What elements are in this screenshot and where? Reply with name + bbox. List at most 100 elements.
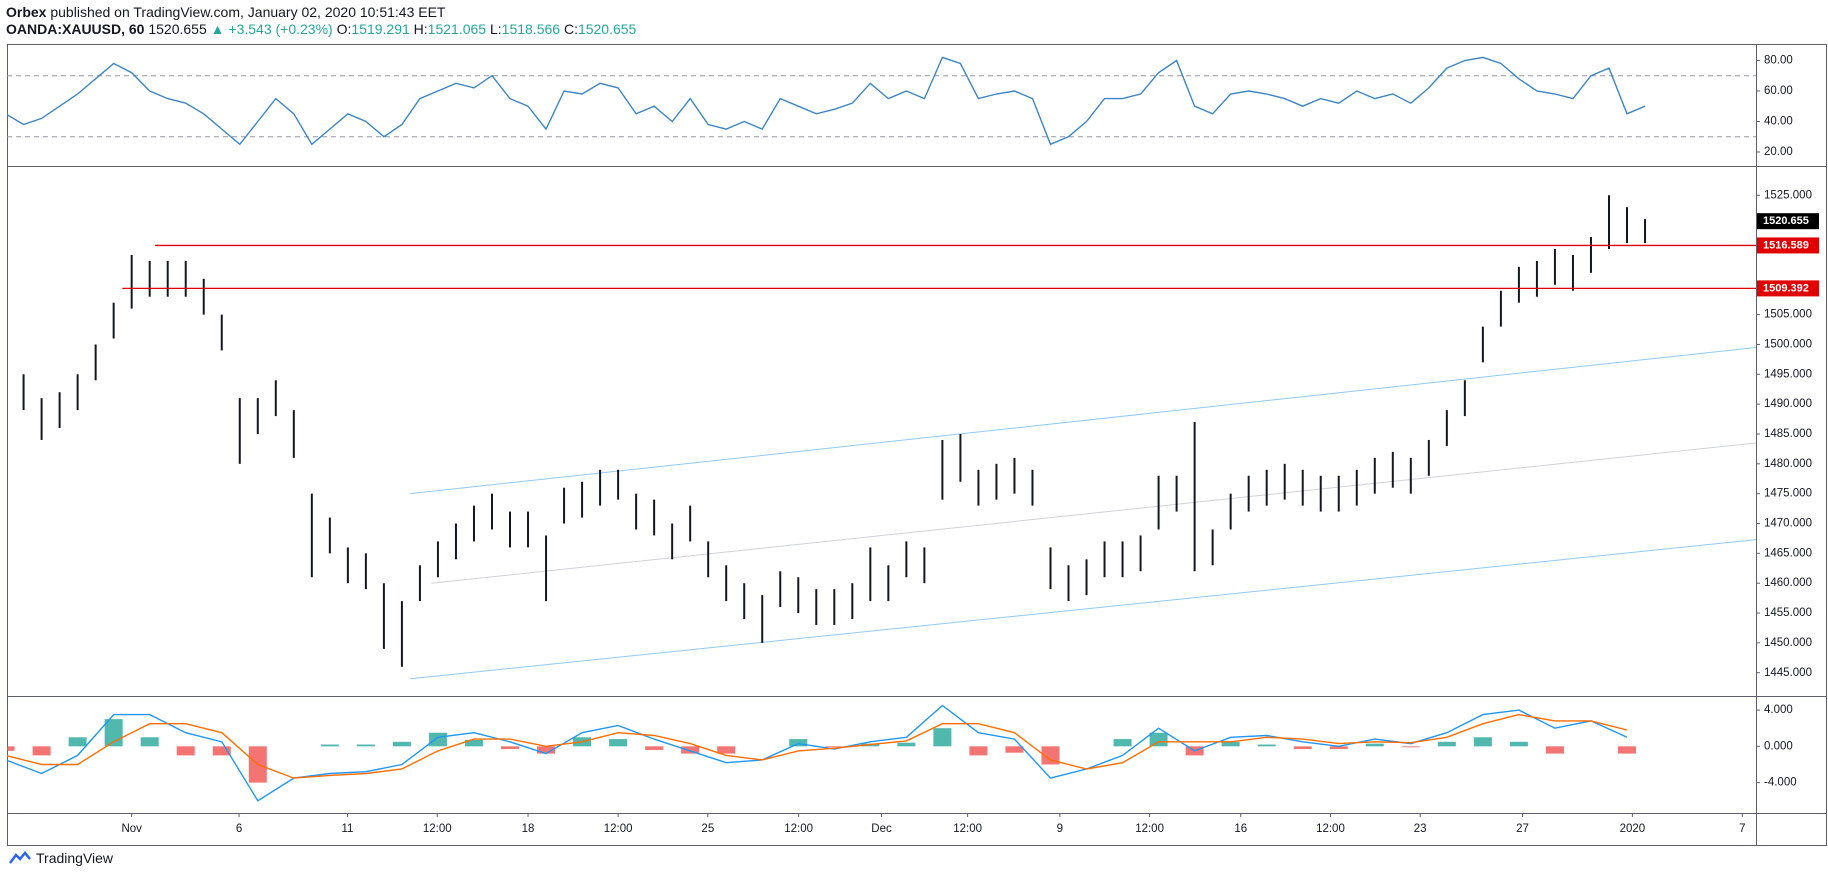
histogram-bar <box>428 732 447 747</box>
histogram-bar <box>176 746 195 756</box>
trend-line <box>410 539 1756 680</box>
published: published on TradingView.com, January 02… <box>50 4 446 20</box>
y-tick-label: -4.000 <box>1764 777 1797 789</box>
x-tick-label: 25 <box>701 823 714 835</box>
y-tick-label: 4.000 <box>1764 704 1793 716</box>
ohlc-c: C:1520.655 <box>564 21 636 37</box>
y-tick-label: 1505.000 <box>1764 309 1812 321</box>
y-tick-label: 1460.000 <box>1764 577 1812 589</box>
histogram-bar <box>1365 743 1384 747</box>
ohlc-value: 1521.065 <box>427 21 487 37</box>
logo-mark <box>9 851 31 864</box>
x-tick-label: 7 <box>1739 823 1745 835</box>
histogram-bar <box>1401 746 1420 748</box>
x-tick-label: 12:00 <box>1316 823 1345 835</box>
last-price-label: 1520.655 <box>1763 215 1809 227</box>
x-tick-label: 6 <box>236 823 242 835</box>
symbol: OANDA:XAUUSD, 60 <box>6 21 145 37</box>
y-tick-label: 1445.000 <box>1764 667 1812 679</box>
series-line <box>7 713 1628 779</box>
y-tick-label: 1450.000 <box>1764 637 1812 649</box>
x-tick-label: Dec <box>871 823 892 835</box>
pane-plot <box>7 704 1637 802</box>
publisher: Orbex <box>6 4 47 20</box>
y-tick-label: 1495.000 <box>1764 368 1812 380</box>
histogram-bar <box>1437 741 1456 747</box>
y-tick-label: 40.00 <box>1764 116 1793 128</box>
x-tick-label: 23 <box>1414 823 1427 835</box>
x-tick-label: 16 <box>1234 823 1247 835</box>
x-tick-label: 12:00 <box>423 823 452 835</box>
histogram-bar <box>1113 739 1132 747</box>
histogram-bar <box>897 742 916 747</box>
y-tick-label: 1475.000 <box>1764 488 1812 500</box>
ohlc-h: H:1521.065 <box>414 21 486 37</box>
x-tick-label: 12:00 <box>1135 823 1164 835</box>
y-tick-label: 20.00 <box>1764 146 1793 158</box>
x-tick-label: 27 <box>1516 823 1529 835</box>
histogram-bar <box>717 746 736 754</box>
histogram-bar <box>1257 744 1276 747</box>
x-tick-label: 12:00 <box>784 823 813 835</box>
histogram-bar <box>1617 746 1637 754</box>
chart: 20.00 40.00 60.00 80.00 1445.000 1450.000 1455… <box>7 44 1827 846</box>
y-tick-label: 1500.000 <box>1764 338 1812 350</box>
pane-plot <box>22 195 1756 680</box>
pane <box>7 56 1756 146</box>
header-line-2: OANDA:XAUUSD, 60 1520.655 ▲ +3.543 (+0.2… <box>6 21 636 38</box>
last-price: 1520.655 <box>148 21 207 37</box>
y-tick-label: 60.00 <box>1764 85 1793 97</box>
footer-brand: TradingView <box>36 850 114 866</box>
histogram-bar <box>645 746 664 750</box>
x-tick-label: 12:00 <box>604 823 633 835</box>
histogram-bar <box>1473 737 1492 747</box>
trend-line <box>431 442 1756 584</box>
x-tick-label: Nov <box>121 823 142 835</box>
histogram-bar <box>825 746 844 748</box>
histogram-bar <box>464 739 483 747</box>
histogram-bar <box>356 744 375 747</box>
x-tick-label: 18 <box>522 823 535 835</box>
histogram-bar <box>537 746 556 754</box>
y-tick-label: 1480.000 <box>1764 458 1812 470</box>
histogram-bar <box>1221 741 1240 747</box>
y-tick-label: 1485.000 <box>1764 428 1812 440</box>
histogram-bar <box>1509 741 1528 747</box>
y-tick-label: 1455.000 <box>1764 607 1812 619</box>
histogram-bar <box>392 741 411 747</box>
frame <box>7 44 1827 846</box>
histogram-bar <box>1329 746 1348 750</box>
level-label-bg <box>1757 280 1819 297</box>
ohlc-o: O:1519.291 <box>337 21 410 37</box>
series-line <box>7 56 1646 146</box>
pane <box>22 195 1756 680</box>
y-tick-label: 0.000 <box>1764 740 1793 752</box>
pane-plot <box>7 56 1756 146</box>
y-tick-label: 1490.000 <box>1764 398 1812 410</box>
x-tick-label: 11 <box>342 823 354 835</box>
y-tick-label: 1525.000 <box>1764 189 1812 201</box>
histogram-bar <box>68 737 87 747</box>
logo <box>9 851 31 864</box>
ohlc-label: O: <box>336 21 352 37</box>
histogram-bar <box>969 746 988 756</box>
histogram-bar <box>789 739 808 747</box>
last-price-bg <box>1757 213 1819 230</box>
ohlc-value: 1519.291 <box>351 21 410 37</box>
histogram-bar <box>212 746 231 756</box>
histogram-bar <box>681 746 700 754</box>
header: Orbex published on TradingView.com, Janu… <box>6 4 636 38</box>
header-line-1: Orbex published on TradingView.com, Janu… <box>6 4 636 21</box>
histogram-bar <box>140 737 159 747</box>
x-tick-label: 2020 <box>1620 823 1646 835</box>
y-tick-label: 1470.000 <box>1764 518 1812 530</box>
ohlc-label: C: <box>563 21 578 37</box>
histogram-bar <box>1005 746 1024 753</box>
ohlc-l: L:1518.566 <box>490 21 560 37</box>
footer: TradingView <box>8 850 113 866</box>
level-label: 1509.392 <box>1763 282 1809 294</box>
histogram-bar <box>32 746 51 756</box>
x-tick-label: 12:00 <box>953 823 982 835</box>
histogram-bar <box>7 746 15 751</box>
